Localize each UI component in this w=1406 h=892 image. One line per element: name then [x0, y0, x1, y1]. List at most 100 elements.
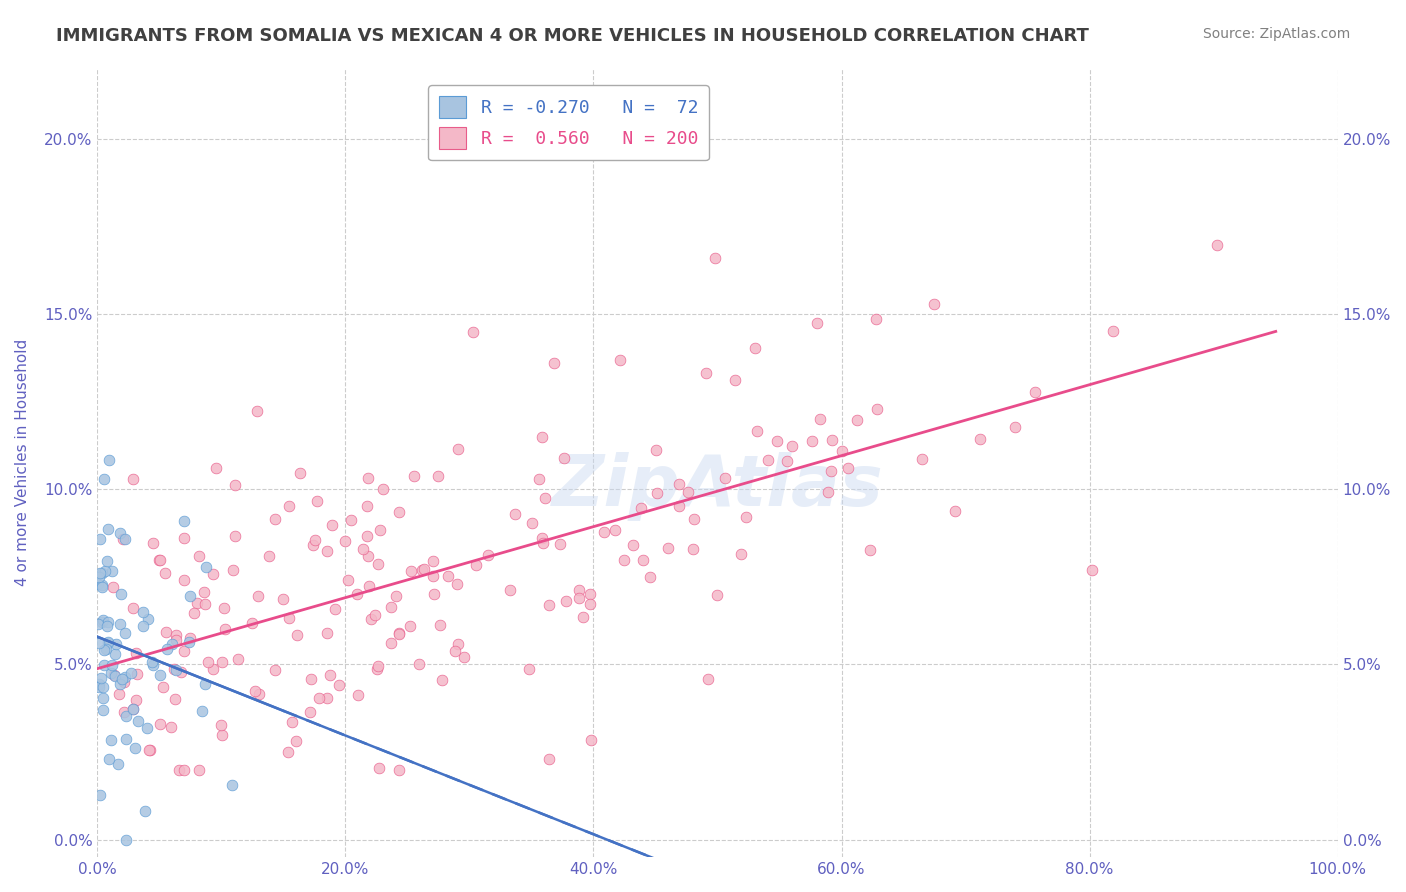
Mexicans: [246, 404, 269, 418]
Immigrants from Somalia: [122, 702, 145, 716]
Mexicans: [153, 566, 176, 580]
Mexicans: [360, 612, 382, 626]
Mexicans: [380, 636, 402, 650]
Mexicans: [408, 657, 430, 671]
Mexicans: [202, 566, 225, 581]
Mexicans: [321, 518, 343, 533]
Immigrants from Somalia: [89, 566, 111, 580]
Mexicans: [1004, 420, 1026, 434]
Immigrants from Somalia: [90, 580, 112, 594]
Immigrants from Somalia: [108, 526, 131, 541]
Mexicans: [273, 592, 295, 607]
Mexicans: [173, 644, 195, 658]
Mexicans: [247, 687, 270, 701]
Mexicans: [170, 665, 193, 679]
Immigrants from Somalia: [87, 577, 110, 591]
Mexicans: [453, 649, 475, 664]
Mexicans: [228, 652, 250, 666]
Mexicans: [125, 646, 148, 660]
Mexicans: [101, 580, 124, 594]
Immigrants from Somalia: [134, 804, 156, 818]
Mexicans: [149, 552, 172, 566]
Mexicans: [112, 705, 135, 719]
Mexicans: [858, 543, 880, 558]
Mexicans: [388, 626, 411, 640]
Mexicans: [339, 513, 361, 527]
Mexicans: [257, 549, 280, 564]
Mexicans: [125, 693, 148, 707]
Mexicans: [202, 662, 225, 676]
Mexicans: [568, 582, 591, 597]
Mexicans: [534, 491, 557, 505]
Mexicans: [553, 450, 575, 465]
Mexicans: [831, 444, 853, 458]
Immigrants from Somalia: [194, 677, 217, 691]
Mexicans: [657, 541, 679, 555]
Mexicans: [682, 542, 704, 557]
Mexicans: [187, 549, 209, 564]
Mexicans: [183, 606, 205, 620]
Mexicans: [346, 587, 368, 601]
Mexicans: [1081, 564, 1104, 578]
Text: Source: ZipAtlas.com: Source: ZipAtlas.com: [1202, 27, 1350, 41]
Mexicans: [543, 356, 565, 370]
Immigrants from Somalia: [127, 714, 149, 728]
Mexicans: [645, 486, 668, 500]
Immigrants from Somalia: [100, 733, 122, 747]
Mexicans: [676, 484, 699, 499]
Mexicans: [186, 596, 208, 610]
Y-axis label: 4 or more Vehicles in Household: 4 or more Vehicles in Household: [15, 339, 30, 586]
Immigrants from Somalia: [136, 722, 159, 736]
Mexicans: [683, 512, 706, 526]
Mexicans: [837, 461, 859, 475]
Immigrants from Somalia: [97, 635, 120, 649]
Mexicans: [744, 341, 766, 355]
Immigrants from Somalia: [120, 665, 142, 680]
Immigrants from Somalia: [93, 658, 115, 673]
Mexicans: [444, 644, 467, 658]
Mexicans: [554, 594, 576, 608]
Mexicans: [163, 692, 186, 706]
Mexicans: [866, 402, 889, 417]
Mexicans: [766, 434, 789, 449]
Mexicans: [530, 430, 553, 444]
Mexicans: [388, 626, 411, 640]
Immigrants from Somalia: [114, 626, 136, 640]
Mexicans: [1024, 384, 1046, 399]
Mexicans: [142, 536, 165, 550]
Mexicans: [668, 477, 690, 491]
Mexicans: [399, 618, 422, 632]
Immigrants from Somalia: [108, 677, 131, 691]
Mexicans: [503, 507, 526, 521]
Mexicans: [579, 587, 602, 601]
Mexicans: [477, 549, 499, 563]
Immigrants from Somalia: [90, 577, 112, 591]
Mexicans: [193, 585, 215, 599]
Immigrants from Somalia: [132, 619, 155, 633]
Immigrants from Somalia: [93, 643, 115, 657]
Mexicans: [623, 538, 645, 552]
Immigrants from Somalia: [87, 635, 110, 649]
Mexicans: [384, 589, 406, 603]
Mexicans: [333, 533, 356, 548]
Mexicans: [633, 553, 655, 567]
Mexicans: [245, 684, 267, 698]
Mexicans: [846, 413, 869, 427]
Mexicans: [426, 468, 449, 483]
Immigrants from Somalia: [91, 680, 114, 694]
Mexicans: [356, 529, 378, 543]
Mexicans: [373, 482, 395, 496]
Immigrants from Somalia: [160, 636, 183, 650]
Mexicans: [817, 485, 839, 500]
Mexicans: [319, 668, 342, 682]
Immigrants from Somalia: [115, 708, 138, 723]
Mexicans: [356, 499, 378, 513]
Mexicans: [214, 601, 236, 615]
Immigrants from Somalia: [114, 731, 136, 746]
Mexicans: [522, 516, 544, 531]
Immigrants from Somalia: [190, 704, 212, 718]
Immigrants from Somalia: [194, 559, 217, 574]
Mexicans: [704, 251, 727, 265]
Mexicans: [357, 471, 380, 485]
Mexicans: [148, 717, 170, 731]
